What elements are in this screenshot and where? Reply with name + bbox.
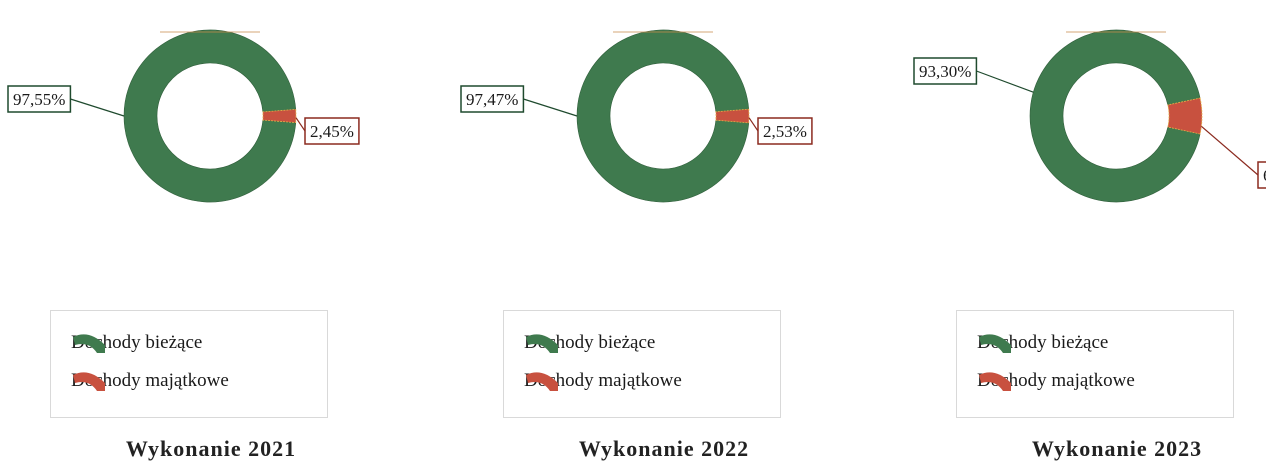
legend-swatch-icon bbox=[979, 372, 1011, 391]
data-label-capital: 6,70% bbox=[1200, 125, 1266, 189]
data-label-box bbox=[757, 117, 813, 145]
data-label-text: 6,70% bbox=[1263, 166, 1266, 185]
chart-panel-3: 93,30% 6,70% Dochody bieżące Dochody majątk… bbox=[906, 0, 1266, 470]
slice-dochody-bie-ce bbox=[1029, 29, 1201, 203]
data-label-capital: 2,53% bbox=[748, 117, 813, 145]
legend-swatch-shape bbox=[526, 334, 558, 353]
legend-item-current: Dochody bieżące bbox=[71, 329, 202, 357]
legend: Dochody bieżące Dochody majątkowe bbox=[50, 310, 328, 418]
data-label-current: 97,47% bbox=[460, 85, 578, 117]
donut-chart-svg: 93,30% 6,70% bbox=[913, 29, 1266, 203]
chart-panel-2: 97,47% 2,53% Dochody bieżące Dochody majątk… bbox=[453, 0, 875, 470]
legend-item-capital: Dochody majątkowe bbox=[977, 367, 1135, 395]
legend-swatch-icon bbox=[526, 334, 558, 353]
legend-item-current: Dochody bieżące bbox=[524, 329, 655, 357]
legend-swatch-shape bbox=[73, 334, 105, 353]
data-label-text: 2,45% bbox=[310, 122, 354, 141]
chart-title: Wykonanie 2021 bbox=[125, 436, 297, 461]
leader-line bbox=[976, 70, 1034, 93]
slice-dochody-maj-tkowe bbox=[715, 108, 750, 124]
donut-chart-svg: 97,47% 2,53% bbox=[460, 29, 813, 203]
data-label-text: 93,30% bbox=[919, 62, 971, 81]
legend-label: Dochody majątkowe bbox=[977, 370, 1135, 391]
legend-swatch-icon bbox=[73, 372, 105, 391]
data-label-current: 97,55% bbox=[7, 85, 125, 117]
slice-dochody-maj-tkowe bbox=[262, 108, 297, 124]
legend-swatch-shape bbox=[73, 372, 105, 391]
legend-label: Dochody majątkowe bbox=[524, 370, 682, 391]
data-label-text: 2,53% bbox=[763, 122, 807, 141]
leader-line bbox=[1200, 125, 1259, 176]
data-label-text: 97,55% bbox=[13, 90, 65, 109]
leader-line bbox=[523, 98, 578, 117]
legend-swatch-shape bbox=[526, 372, 558, 391]
chart-title: Wykonanie 2023 bbox=[1031, 436, 1203, 461]
data-label-box bbox=[304, 117, 360, 145]
legend-swatch-icon bbox=[979, 334, 1011, 353]
donut-chart-svg: 97,55% 2,45% bbox=[7, 29, 360, 203]
data-label-box bbox=[1257, 161, 1266, 189]
leader-line bbox=[295, 117, 306, 132]
slice-dochody-bie-ce bbox=[576, 29, 750, 203]
legend: Dochody bieżące Dochody majątkowe bbox=[956, 310, 1234, 418]
leader-line bbox=[70, 98, 125, 117]
legend-item-capital: Dochody majątkowe bbox=[524, 367, 682, 395]
legend-swatch-shape bbox=[979, 334, 1011, 353]
slice-dochody-bie-ce bbox=[123, 29, 297, 203]
legend-item-capital: Dochody majątkowe bbox=[71, 367, 229, 395]
legend-label: Dochody majątkowe bbox=[71, 370, 229, 391]
leader-line bbox=[748, 117, 759, 132]
data-label-current: 93,30% bbox=[913, 57, 1034, 93]
data-label-text: 97,47% bbox=[466, 90, 518, 109]
data-label-capital: 2,45% bbox=[295, 117, 360, 145]
legend-item-current: Dochody bieżące bbox=[977, 329, 1108, 357]
legend: Dochody bieżące Dochody majątkowe bbox=[503, 310, 781, 418]
chart-title: Wykonanie 2022 bbox=[578, 436, 750, 461]
legend-swatch-icon bbox=[73, 334, 105, 353]
legend-swatch-shape bbox=[979, 372, 1011, 391]
slice-dochody-maj-tkowe bbox=[1167, 97, 1203, 135]
chart-panel-1: 97,55% 2,45% Dochody bieżące Dochody majątk… bbox=[0, 0, 422, 470]
legend-swatch-icon bbox=[526, 372, 558, 391]
data-label-box bbox=[7, 85, 72, 113]
data-label-box bbox=[913, 57, 978, 85]
data-label-box bbox=[460, 85, 525, 113]
